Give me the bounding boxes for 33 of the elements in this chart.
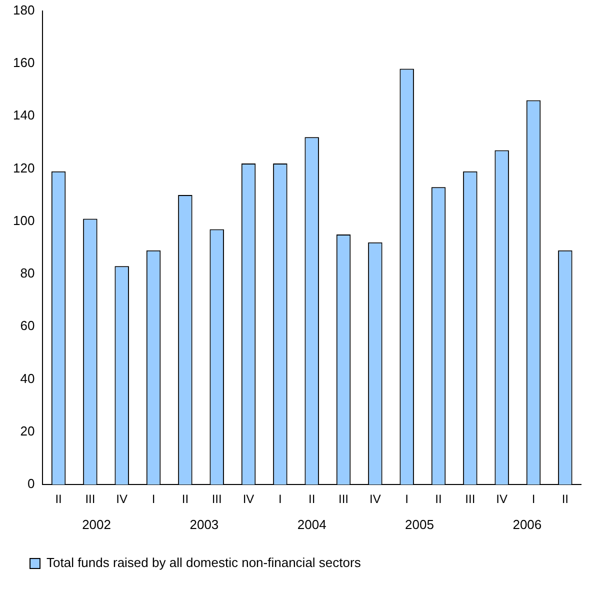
x-tick-label: III <box>465 492 476 506</box>
x-tick-label: II <box>435 492 442 506</box>
y-tick-label: 60 <box>20 318 35 334</box>
y-tick-label: 160 <box>12 55 35 70</box>
x-tick-label: III <box>212 492 222 506</box>
x-tick-label: III <box>85 492 96 506</box>
x-tick-label: I <box>405 492 409 506</box>
y-tick-label: 140 <box>12 108 35 123</box>
y-tick-label: 20 <box>20 424 35 439</box>
x-tick-label: II <box>562 492 569 506</box>
y-tick-label: 100 <box>12 212 35 228</box>
text: 2003 <box>190 517 219 532</box>
x-tick-label: IV <box>116 492 128 506</box>
x-tick-label: IV <box>242 492 254 506</box>
x-tick-label: I <box>152 492 156 506</box>
x-tick-label: I <box>532 492 536 506</box>
y-tick-label: 0 <box>27 476 35 492</box>
x-tick-label: III <box>338 492 349 506</box>
text: 2006 <box>512 517 542 532</box>
text: 2004 <box>297 517 326 532</box>
x-tick-label: IV <box>370 492 381 506</box>
x-tick-label: II <box>55 492 62 506</box>
x-tick-label: IV <box>496 492 508 506</box>
text: 2002 <box>82 517 111 532</box>
y-tick-label: 80 <box>20 266 35 281</box>
legend-label: Total funds raised by all domestic non-financial sectors <box>46 555 362 570</box>
y-tick-label: 40 <box>20 370 35 386</box>
text: 2005 <box>405 517 434 532</box>
y-tick-label: 180 <box>12 2 35 18</box>
x-tick-label: II <box>308 492 316 506</box>
y-tick-label: 120 <box>12 160 35 176</box>
x-tick-label: II <box>182 492 189 506</box>
x-tick-label: I <box>278 492 282 506</box>
